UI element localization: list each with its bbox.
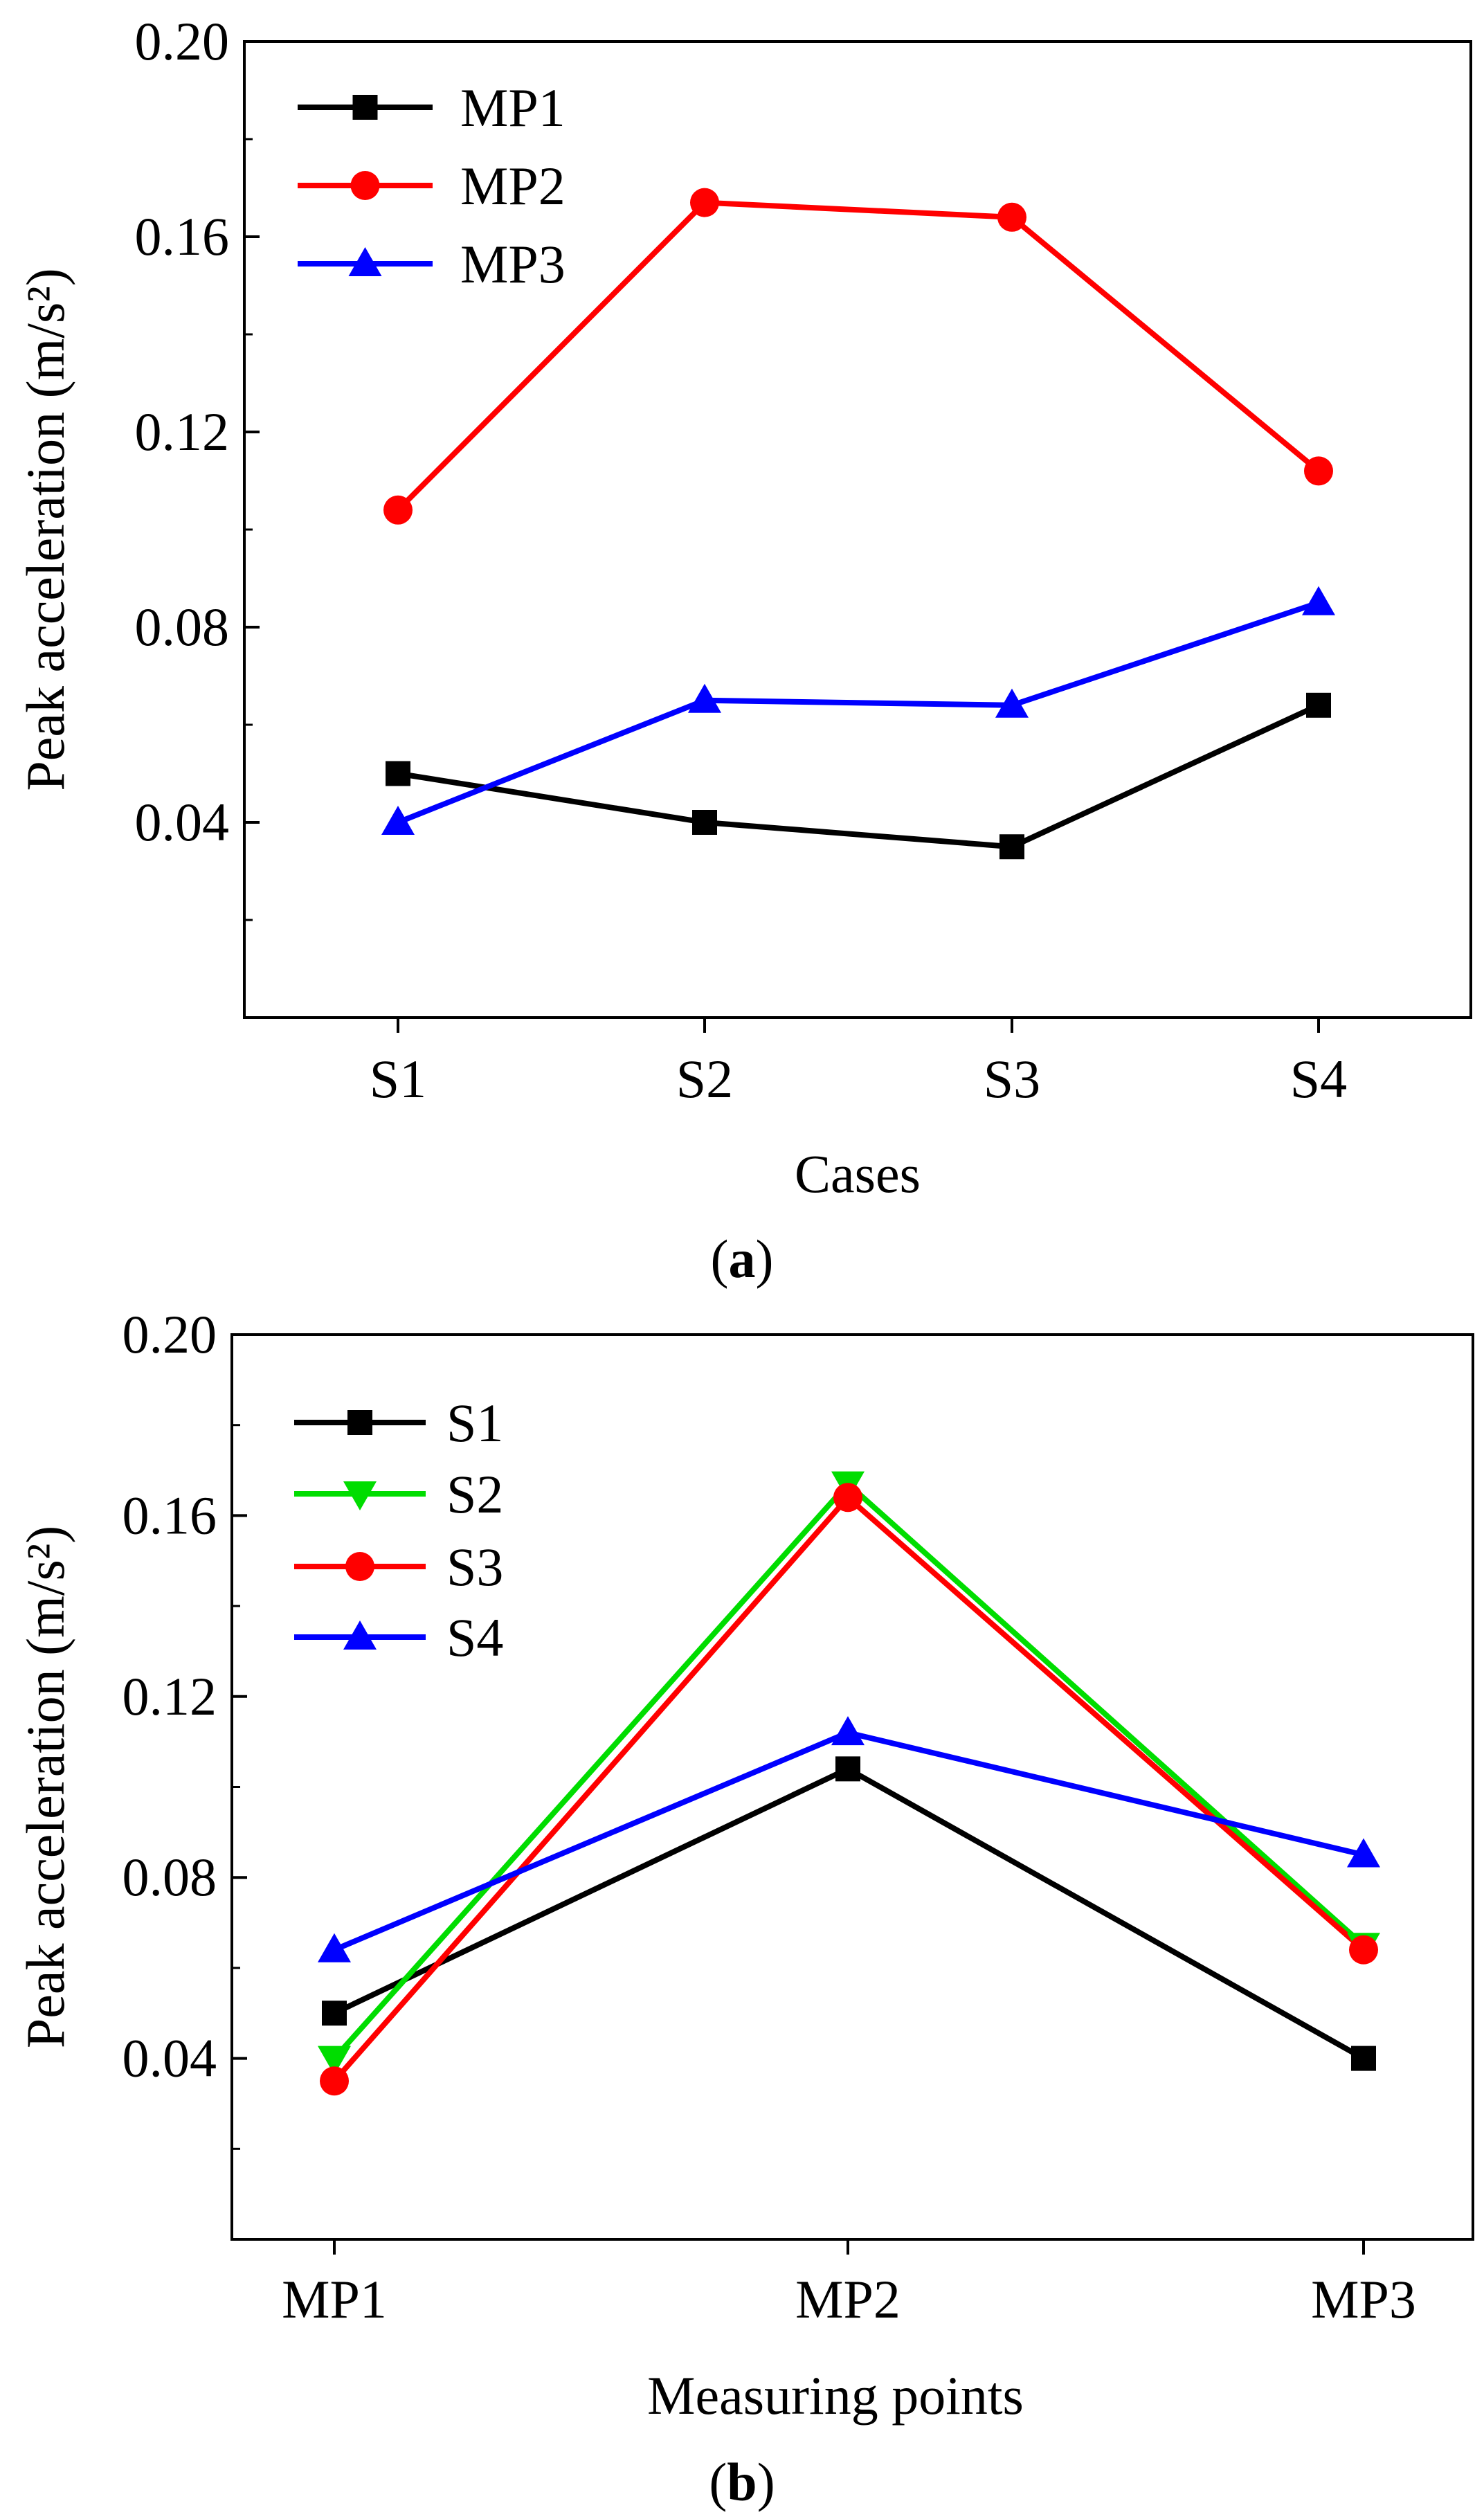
legend-label: S2	[446, 1464, 503, 1524]
legend-marker	[345, 1552, 374, 1581]
data-point-mp2	[690, 188, 719, 217]
x-tick-label: MP1	[282, 2269, 387, 2329]
panel-label-close: )	[757, 2452, 775, 2512]
data-point-mp3	[995, 688, 1029, 718]
legend-label: MP1	[460, 78, 565, 138]
x-tick-label: S4	[1290, 1049, 1347, 1109]
legend-marker	[350, 171, 380, 200]
series-line-mp1	[397, 703, 1320, 850]
y-tick-label: 0.12	[135, 401, 230, 462]
legend: MP1 MP2 MP3	[298, 78, 565, 294]
legend-label: S1	[446, 1393, 503, 1453]
data-point-mp3	[381, 806, 415, 835]
y-tick-label: 0.16	[123, 1485, 217, 1545]
data-point-s3	[833, 1483, 862, 1513]
x-axis-title: Cases	[795, 1144, 921, 1204]
data-point-mp2	[1304, 456, 1333, 486]
data-point-mp2	[383, 495, 413, 525]
x-tick-label: MP3	[1311, 2269, 1416, 2329]
data-point-s1	[835, 1756, 860, 1782]
y-axis-title: Peak acceleration (m/s²)	[15, 268, 75, 791]
data-point-mp1	[692, 810, 717, 835]
y-tick-label: 0.04	[123, 2028, 217, 2088]
legend-marker	[347, 1410, 372, 1435]
y-tick-label: 0.20	[135, 11, 230, 71]
data-point-s2	[318, 2046, 351, 2075]
y-tick-label: 0.08	[135, 597, 230, 657]
x-tick-label: S1	[370, 1049, 426, 1109]
panel-label-letter: a	[729, 1229, 756, 1289]
series-line-mp3	[397, 599, 1320, 825]
data-point-mp1	[999, 834, 1024, 860]
x-tick-label: S2	[676, 1049, 733, 1109]
data-point-s4	[1347, 1838, 1380, 1868]
legend-label: S4	[446, 1607, 503, 1668]
legend-label: S3	[446, 1537, 503, 1597]
panel-label: (b)	[709, 2452, 775, 2512]
y-tick-label: 0.04	[135, 792, 230, 852]
legend-marker	[352, 95, 378, 120]
legend-marker	[343, 1620, 377, 1650]
panel-label-open: (	[709, 2452, 727, 2512]
legend-label: MP2	[460, 156, 565, 216]
y-tick-label: 0.20	[123, 1304, 217, 1364]
y-axis-title: Peak acceleration (m/s²)	[15, 1526, 75, 2048]
data-point-mp1	[386, 761, 410, 786]
data-point-mp3	[1302, 586, 1335, 615]
data-point-s3	[320, 2066, 349, 2096]
x-tick-label: MP2	[795, 2269, 901, 2329]
data-point-s1	[322, 2001, 347, 2026]
legend-label: MP3	[460, 234, 565, 294]
chart-panel-b: 0.04 0.08 0.12 0.16 0.20 MP1 MP2 MP3 Measuring p…	[15, 1304, 1474, 2512]
data-point-mp3	[688, 683, 721, 713]
panel-label: (a)	[711, 1229, 774, 1289]
data-point-mp2	[997, 202, 1026, 232]
x-tick-label: S3	[984, 1049, 1040, 1109]
y-tick-label: 0.08	[123, 1847, 217, 1907]
data-point-s3	[1349, 1935, 1378, 1965]
y-tick-label: 0.16	[135, 206, 230, 267]
data-point-mp1	[1306, 692, 1331, 718]
x-axis-title: Measuring points	[647, 2365, 1024, 2426]
chart-panel-a: 0.04 0.08 0.12 0.16 0.20 S1 S2 S3 S4 Cases Peak ac…	[15, 11, 1472, 1289]
data-point-s4	[318, 1933, 351, 1962]
data-point-s4	[831, 1716, 865, 1746]
y-tick-label: 0.12	[123, 1666, 217, 1726]
panel-label-open: (	[711, 1229, 729, 1289]
panel-label-letter: b	[727, 2452, 757, 2512]
data-point-s1	[1351, 2046, 1376, 2071]
legend: S1 S2 S3 S4	[294, 1393, 503, 1668]
panel-label-close: )	[756, 1229, 774, 1289]
legend-marker	[348, 247, 382, 276]
series-line-mp2	[396, 199, 1321, 512]
legend-marker	[343, 1481, 377, 1510]
